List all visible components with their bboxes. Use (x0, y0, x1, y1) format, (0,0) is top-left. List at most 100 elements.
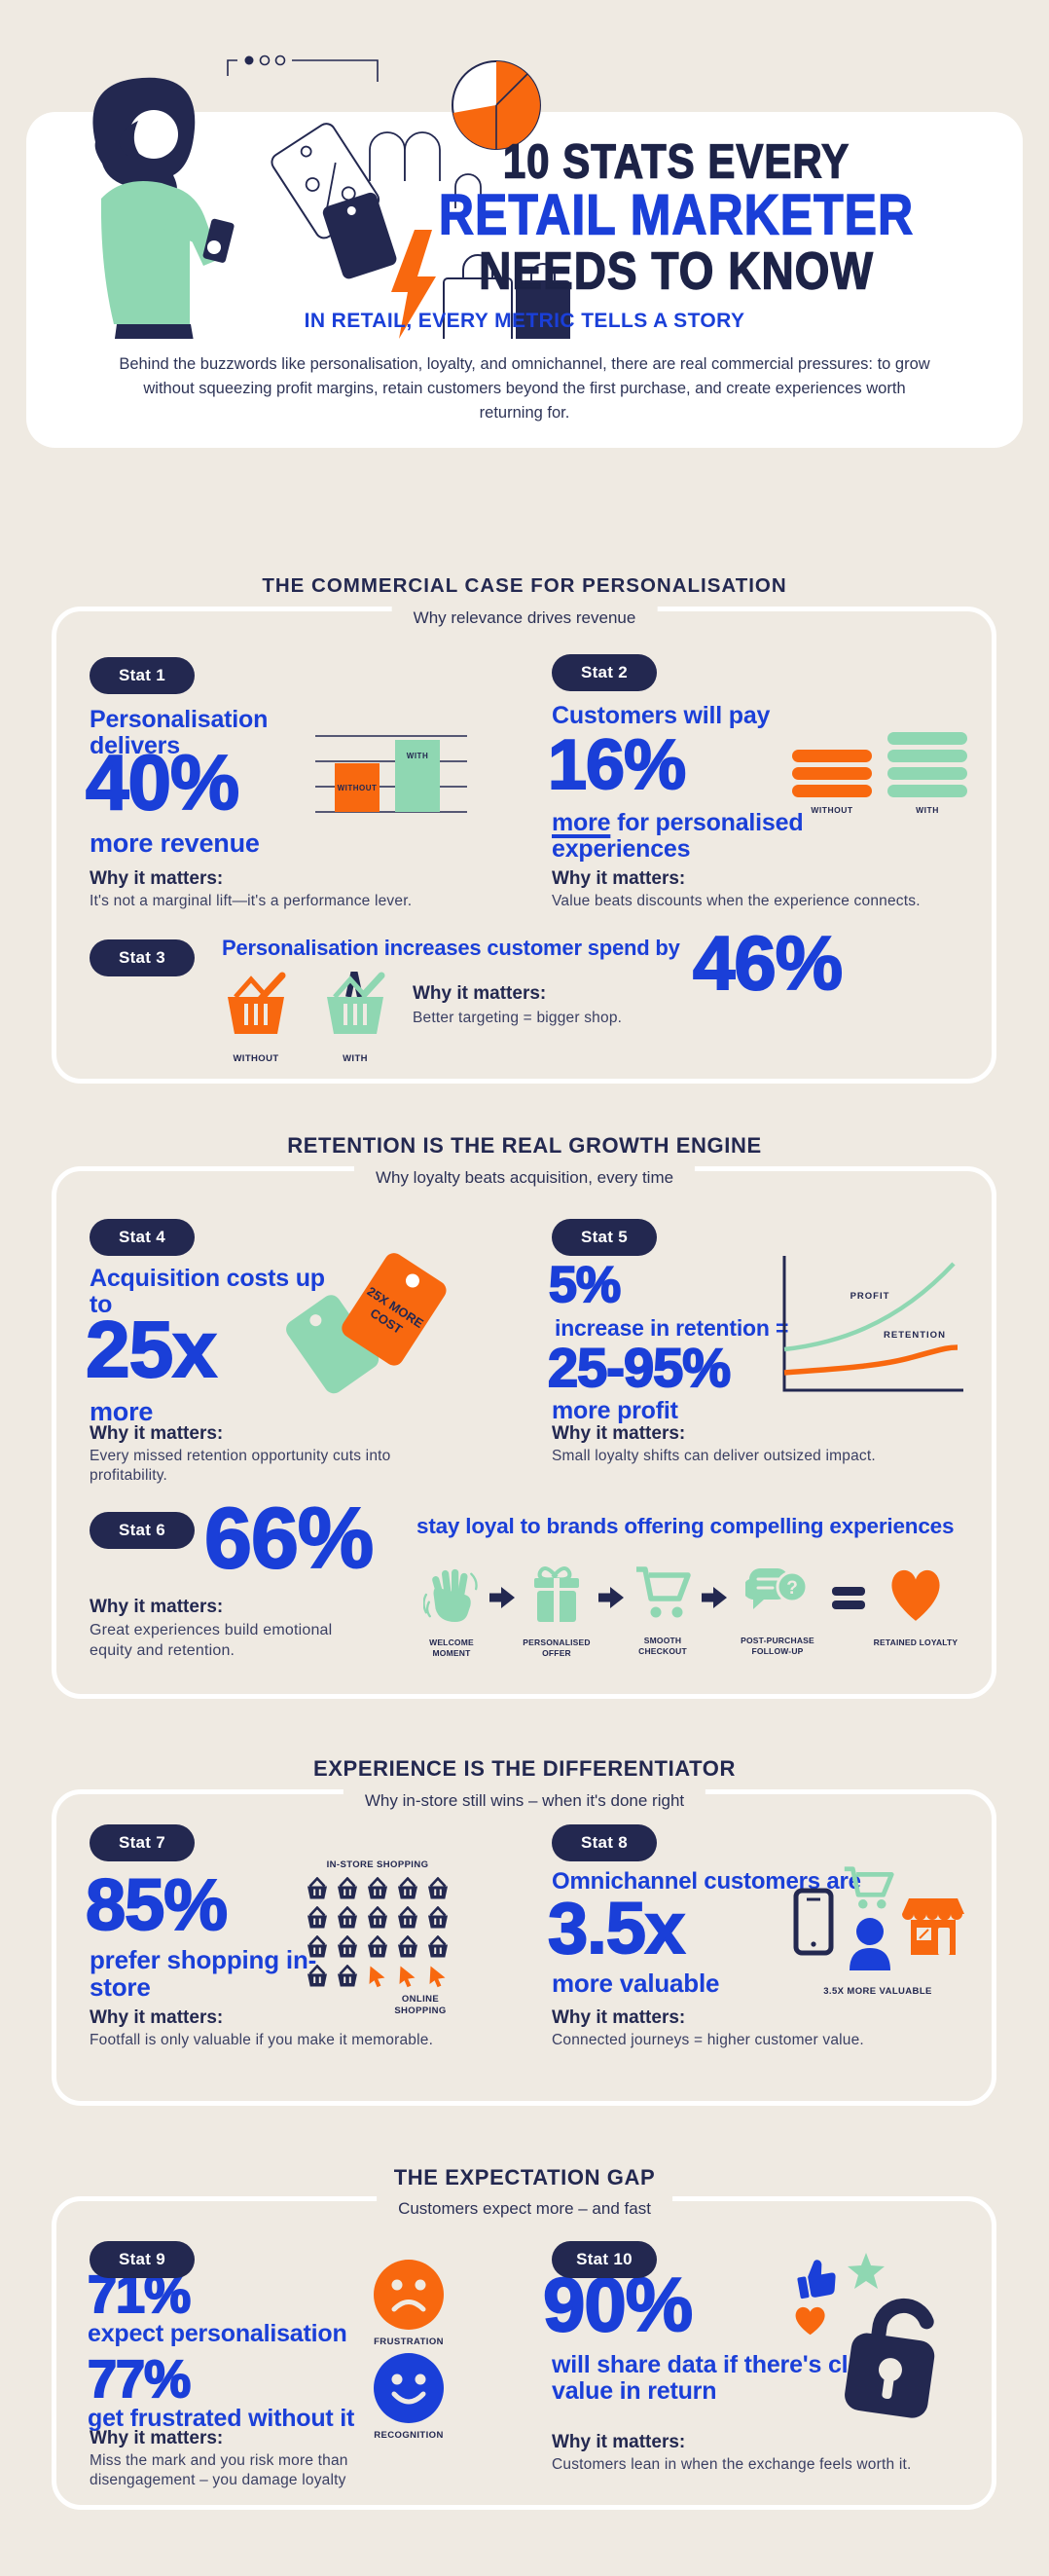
stacked-rows-icon: WITHOUT WITH (792, 732, 967, 815)
cart-icon (844, 1866, 894, 1909)
stat-9-rows: 71% expect personalisation 77% get frust… (87, 2267, 418, 2432)
pie-chart-icon (452, 60, 541, 150)
stat-3-why-label: Why it matters: (413, 983, 547, 1004)
stat-4-why-label: Why it matters: (90, 1423, 224, 1444)
stat-8-pill: Stat 8 (552, 1824, 657, 1861)
section-4-title: THE EXPECTATION GAP (393, 2165, 656, 2190)
basket-icon (336, 1935, 359, 1959)
store-icon (902, 1898, 964, 1955)
arrow-right-icon (598, 1587, 624, 1608)
flow-step-welcome: WELCOME MOMENT (414, 1564, 489, 1659)
frustration-label: FRUSTRATION (374, 2337, 444, 2347)
shopper-pictogram (306, 1877, 450, 1988)
basket-icon (366, 1877, 389, 1900)
heart-icon (891, 1569, 940, 1621)
stat-7-number: 85% (85, 1864, 229, 1945)
stat-1-pill: Stat 1 (90, 657, 195, 694)
dark-tag-icon (322, 192, 397, 279)
flow-step-offer: PERSONALISED OFFER (515, 1564, 598, 1659)
stat-2-lead: Customers will pay (552, 702, 771, 729)
small-heart-icon (795, 2306, 825, 2336)
stat-2-tail-rest: for personalised experiences (552, 809, 804, 863)
stat-6-why: Great experiences build emotional equity… (90, 1622, 333, 1660)
basket-icon (426, 1935, 450, 1959)
stat-9-why: Miss the mark and you risk more than dis… (90, 2452, 348, 2489)
stat-1-tail: more revenue (90, 828, 260, 858)
stat-7-why: Footfall is only valuable if you make it… (90, 2032, 434, 2048)
omnichannel-icons (793, 1866, 964, 1970)
title-line-1: 10 STATS EVERY (502, 134, 850, 189)
basket-icon (306, 1877, 329, 1900)
open-padlock-icon (845, 2298, 935, 2418)
frustration-face-icon (374, 2260, 444, 2330)
gift-icon (534, 1566, 579, 1622)
stat-5-number-small: 5% (548, 1257, 622, 1313)
stat-2-tail-underlined: more (552, 809, 611, 836)
stat-9-why-label: Why it matters: (90, 2428, 224, 2448)
cursor-icon (396, 1965, 419, 1988)
stat-8-number: 3.5x (547, 1888, 686, 1969)
rows-with-label: WITH (916, 805, 939, 815)
retail-marketer-illustration (92, 55, 570, 339)
basket-icon (426, 1906, 450, 1930)
stat-1-number: 40% (85, 739, 240, 826)
stat-5-number: 25-95% (547, 1337, 732, 1398)
stat-3-lead: Personalisation increases customer spend… (222, 936, 680, 960)
dark-bag-icon (516, 263, 570, 339)
arrow-right-icon (489, 1587, 515, 1608)
retention-label: RETENTION (884, 1330, 946, 1341)
basket-without-label: WITHOUT (233, 1053, 279, 1064)
stat-4-tail: more (90, 1397, 154, 1426)
basket-icon (426, 1877, 450, 1900)
in-store-shopping-label: IN-STORE SHOPPING (326, 1859, 429, 1870)
header-intro: Behind the buzzwords like personalisatio… (119, 355, 930, 422)
page-title: 10 STATS EVERY RETAIL MARKETER NEEDS TO … (360, 134, 993, 300)
chat-question-icon: ? (745, 1568, 809, 1609)
basket-without-icon (228, 972, 286, 1034)
stat-4-number: 25x (85, 1306, 218, 1394)
woman-figure (92, 77, 235, 339)
stat-2-why: Value beats discounts when the experienc… (552, 893, 921, 909)
stat-5-why-label: Why it matters: (552, 1423, 686, 1444)
experience-flow: WELCOME MOMENT PERSONALISED OFFER SMOOTH… (414, 1564, 990, 1659)
stat-10-why: Customers lean in when the exchange feel… (552, 2456, 912, 2473)
stat-5-pill: Stat 5 (552, 1219, 657, 1256)
cursor-icon (426, 1965, 450, 1988)
stat-10-number: 90% (542, 2262, 694, 2347)
stat-6-pill: Stat 6 (90, 1512, 195, 1549)
bar-without-label: WITHOUT (338, 784, 378, 792)
section-4-subtitle: Customers expect more – and fast (377, 2196, 672, 2222)
cursor-icon (366, 1965, 389, 1988)
stat-4-lead: Acquisition costs up to (90, 1265, 325, 1318)
waving-hand-icon (423, 1568, 478, 1622)
stat-7-pill: Stat 7 (90, 1824, 195, 1861)
online-shopping-label: ONLINE SHOPPING (394, 1994, 447, 2017)
stat-5-why: Small loyalty shifts can deliver outsize… (552, 1448, 876, 1464)
header-tagline: IN RETAIL, EVERY METRIC TELLS A STORY (304, 310, 745, 332)
basket-icon (306, 1906, 329, 1930)
bar-with-label: WITH (407, 752, 428, 760)
shopping-cart-icon (636, 1566, 691, 1618)
stat-8-why-label: Why it matters: (552, 2007, 686, 2028)
profit-label: PROFIT (850, 1291, 890, 1302)
person-icon (850, 1918, 890, 1970)
stat-7-why-label: Why it matters: (90, 2007, 224, 2028)
flow-step-follow-up: ? POST-PURCHASE FOLLOW-UP (727, 1564, 828, 1657)
stat-6-number: 66% (203, 1490, 375, 1586)
stat-2-pill: Stat 2 (552, 654, 657, 691)
title-line-3: NEEDS TO KNOW (479, 240, 874, 300)
section-1-title: THE COMMERCIAL CASE FOR PERSONALISATION (262, 574, 787, 597)
stat-10-tail: will share data if there's clear value i… (552, 2351, 885, 2405)
stat-3-number: 46% (692, 920, 844, 1006)
star-icon (848, 2253, 885, 2289)
recognition-face-icon (374, 2353, 444, 2423)
basket-icon (396, 1877, 419, 1900)
stat-5-tail: more profit (552, 1397, 678, 1424)
basket-icon (366, 1935, 389, 1959)
svg-text:?: ? (786, 1578, 798, 1599)
flow-step-checkout: SMOOTH CHECKOUT (624, 1564, 702, 1657)
stat-9-text-1: expect personalisation (88, 2320, 347, 2348)
section-3-title: EXPERIENCE IS THE DIFFERENTIATOR (313, 1756, 736, 1781)
section-3-subtitle: Why in-store still wins – when it's done… (343, 1788, 706, 1814)
stat-6-why-label: Why it matters: (90, 1597, 224, 1617)
